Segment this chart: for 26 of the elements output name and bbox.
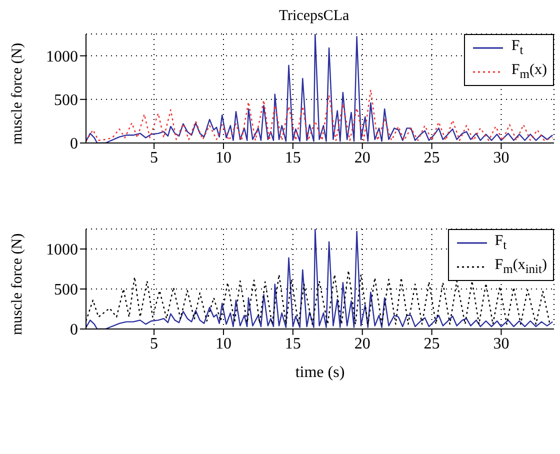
x-tick-label: 5 xyxy=(150,335,158,352)
legend-label: F$_{t}$ xyxy=(511,37,524,59)
x-tick-label: 25 xyxy=(424,335,440,352)
legend-label: F$_{m}$(x$_{init}$) xyxy=(494,256,547,278)
x-tick-label: 10 xyxy=(215,335,232,352)
y-tick-label: 1000 xyxy=(46,242,78,259)
legend-label: F$_{t}$ xyxy=(494,232,507,254)
x-tick-label: 20 xyxy=(354,149,370,166)
legend-label: F$_{m}$(x) xyxy=(511,61,547,83)
x-tick-label: 30 xyxy=(493,335,510,352)
y-tick-label: 500 xyxy=(54,282,78,299)
x-tick-label: 15 xyxy=(284,149,301,166)
y-tick-label: 0 xyxy=(70,136,78,153)
x-tick-label: 15 xyxy=(284,335,301,352)
x-tick-label: 10 xyxy=(215,149,232,166)
x-tick-label: 5 xyxy=(150,149,158,166)
x-tick-label: 25 xyxy=(424,149,440,166)
chart-title: TricepsCLa xyxy=(278,8,350,26)
x-tick-label: 20 xyxy=(354,335,370,352)
y-tick-label: 500 xyxy=(54,92,78,110)
x-axis-title: time (s) xyxy=(295,364,345,381)
x-tick-label: 30 xyxy=(493,149,510,166)
y-tick-label: 1000 xyxy=(46,48,78,66)
y-axis-title: muscle force (N) xyxy=(9,42,26,144)
y-axis-title: muscle force (N) xyxy=(9,233,26,335)
y-tick-label: 0 xyxy=(70,322,78,339)
